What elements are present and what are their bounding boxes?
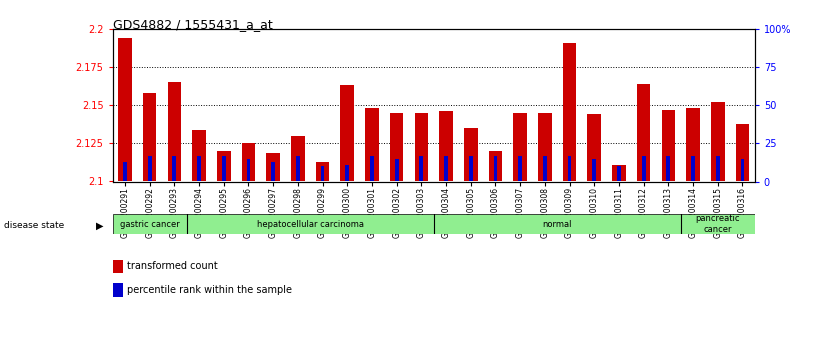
Bar — [242, 143, 255, 182]
Bar — [666, 156, 671, 182]
Bar — [464, 128, 478, 182]
Bar — [434, 214, 681, 234]
Text: GDS4882 / 1555431_a_at: GDS4882 / 1555431_a_at — [113, 18, 273, 31]
Bar — [681, 214, 755, 234]
Bar — [592, 159, 596, 182]
Bar — [661, 110, 675, 182]
Bar — [440, 111, 453, 182]
Bar — [686, 108, 700, 182]
Bar — [316, 162, 329, 182]
Bar — [123, 162, 127, 182]
Text: hepatocellular carcinoma: hepatocellular carcinoma — [257, 220, 364, 229]
Text: pancreatic
cancer: pancreatic cancer — [696, 215, 740, 234]
Bar — [612, 165, 626, 182]
Bar — [173, 156, 176, 182]
Bar — [266, 152, 280, 182]
Bar — [543, 156, 547, 182]
Bar — [637, 84, 651, 182]
Bar — [617, 166, 620, 182]
Bar — [691, 156, 695, 182]
Bar — [345, 165, 349, 182]
Bar — [247, 159, 250, 182]
Bar — [217, 151, 230, 182]
Bar — [514, 113, 527, 182]
Bar — [168, 82, 181, 182]
Bar — [291, 136, 304, 182]
Bar — [187, 214, 434, 234]
Text: percentile rank within the sample: percentile rank within the sample — [127, 285, 292, 295]
Bar — [414, 113, 428, 182]
Bar — [113, 214, 187, 234]
Text: normal: normal — [542, 220, 572, 229]
Bar — [394, 159, 399, 182]
Bar — [445, 156, 448, 182]
Text: disease state: disease state — [4, 221, 64, 230]
Bar — [518, 156, 522, 182]
Text: gastric cancer: gastric cancer — [120, 220, 179, 229]
Bar — [389, 113, 404, 182]
Bar — [320, 166, 324, 182]
Text: transformed count: transformed count — [127, 261, 218, 272]
Text: ▶: ▶ — [96, 221, 103, 231]
Bar — [568, 156, 571, 182]
Bar — [716, 156, 720, 182]
Bar — [420, 156, 423, 182]
Bar — [143, 93, 157, 182]
Bar — [538, 113, 551, 182]
Bar — [197, 156, 201, 182]
Bar — [296, 156, 299, 182]
Bar — [148, 156, 152, 182]
Bar — [736, 123, 749, 182]
Bar — [271, 162, 275, 182]
Bar — [469, 156, 473, 182]
Bar — [711, 102, 725, 182]
Bar — [741, 159, 744, 182]
Bar — [365, 108, 379, 182]
Bar — [113, 284, 123, 297]
Bar — [641, 156, 646, 182]
Bar — [118, 38, 132, 182]
Bar — [340, 85, 354, 182]
Bar — [370, 156, 374, 182]
Bar — [113, 260, 123, 273]
Bar — [193, 130, 206, 182]
Bar — [494, 156, 497, 182]
Bar — [587, 114, 601, 182]
Bar — [489, 151, 502, 182]
Bar — [563, 43, 576, 182]
Bar — [222, 156, 226, 182]
